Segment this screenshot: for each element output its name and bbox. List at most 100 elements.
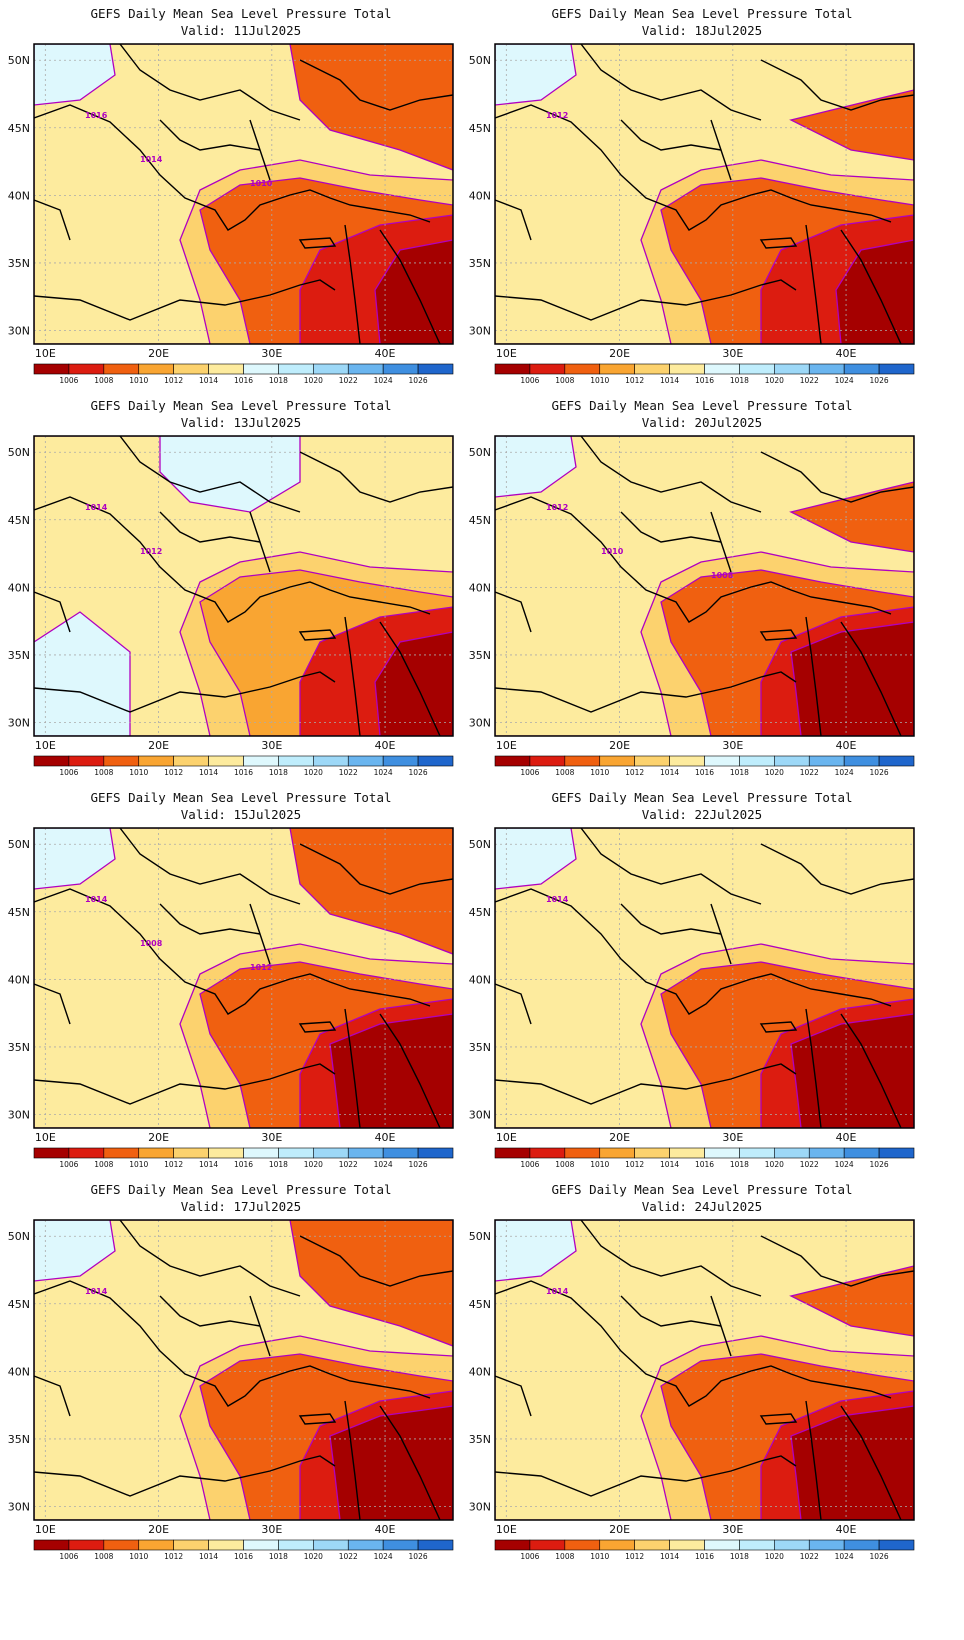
lat-tick-label: 30N [469,1500,491,1513]
colorbar-swatch [739,363,775,375]
colorbar-swatch [774,363,810,375]
colorbar-label: 1020 [304,1160,323,1169]
lat-tick-label: 50N [8,54,30,67]
colorbar-swatch [173,363,209,375]
colorbar-swatch [529,1539,566,1551]
contour-label: 1014 [85,503,108,512]
lat-tick-label: 50N [8,838,30,851]
lon-tick-label: 20E [148,739,169,752]
lon-tick-label: 40E [375,739,396,752]
colorbar-swatch [669,363,705,375]
colorbar-swatch [843,755,880,767]
colorbar-swatch [173,1147,209,1159]
colorbar-label: 1026 [870,376,889,385]
colorbar-swatch [243,1539,279,1551]
colorbar-label: 1026 [409,768,428,777]
colorbar-swatch [669,1539,705,1551]
colorbar-label: 1014 [660,1552,679,1561]
colorbar-swatch [138,363,174,375]
colorbar-swatch [599,755,635,767]
colorbar-swatch [704,1147,740,1159]
colorbar-label: 1014 [660,768,679,777]
lon-tick-label: 30E [261,739,282,752]
colorbar-label: 1008 [555,1552,574,1561]
colorbar-label: 1026 [870,1552,889,1561]
colorbar-label: 1014 [199,1160,218,1169]
colorbar-swatch [843,363,880,375]
colorbar-swatch [313,755,349,767]
colorbar-swatch [33,755,70,767]
panel-title: GEFS Daily Mean Sea Level Pressure Total [551,790,853,805]
lon-tick-label: 10E [35,347,56,360]
lat-tick-label: 30N [8,1500,30,1513]
colorbar-swatch [494,1539,531,1551]
colorbar-swatch [103,1147,140,1159]
lat-tick-label: 40N [469,189,491,202]
colorbar-swatch [669,1147,705,1159]
colorbar-label: 1012 [164,1552,183,1561]
pressure-map: 1014 50N 45N 40N 35N 30N 10E 20E 30E 40E 1006 1008 1… [469,1219,915,1561]
colorbar-swatch [843,1147,880,1159]
lat-tick-label: 40N [469,973,491,986]
lat-tick-label: 45N [8,1298,30,1311]
contour-label: 1014 [546,1287,569,1296]
colorbar-swatch [704,1539,740,1551]
colorbar-swatch [382,363,419,375]
colorbar-swatch [494,755,531,767]
colorbar-label: 1016 [234,1552,253,1561]
lon-tick-label: 40E [836,347,857,360]
colorbar-label: 1014 [660,1160,679,1169]
colorbar-swatch [878,1147,915,1159]
lon-tick-label: 20E [609,739,630,752]
colorbar-swatch [808,1539,845,1551]
colorbar-label: 1018 [730,1160,749,1169]
map-panel: GEFS Daily Mean Sea Level Pressure Total… [461,784,943,1194]
colorbar-label: 1022 [800,1552,819,1561]
colorbar-swatch [634,363,670,375]
colorbar-swatch [774,755,810,767]
colorbar-swatch [208,363,244,375]
map-panel: GEFS Daily Mean Sea Level Pressure Total… [461,0,943,410]
colorbar-swatch [739,755,775,767]
contour-label: 1010 [601,547,624,556]
panel-title: GEFS Daily Mean Sea Level Pressure Total [551,398,853,413]
colorbar-label: 1022 [339,1552,358,1561]
colorbar-swatch [33,363,70,375]
colorbar-swatch [68,1539,105,1551]
lat-tick-label: 40N [8,581,30,594]
lat-tick-label: 40N [8,1365,30,1378]
colorbar-swatch [417,1539,454,1551]
lat-tick-label: 40N [8,189,30,202]
lon-tick-label: 10E [496,739,517,752]
colorbar-label: 1016 [695,768,714,777]
colorbar-label: 1020 [304,768,323,777]
lon-tick-label: 10E [35,1523,56,1536]
colorbar-label: 1008 [94,1552,113,1561]
colorbar-swatch [103,1539,140,1551]
colorbar-swatch [138,1147,174,1159]
colorbar-label: 1010 [590,1552,609,1561]
colorbar-swatch [808,755,845,767]
colorbar-label: 1026 [870,768,889,777]
lat-tick-label: 45N [8,514,30,527]
contour-label: 1012 [250,963,272,972]
lat-tick-label: 40N [8,973,30,986]
colorbar-label: 1012 [164,768,183,777]
lat-tick-label: 50N [469,1230,491,1243]
colorbar-swatch [529,755,566,767]
lat-tick-label: 45N [469,906,491,919]
lon-tick-label: 40E [836,1131,857,1144]
contour-label: 1014 [85,1287,108,1296]
contour-label: 1016 [85,111,108,120]
panel-title: GEFS Daily Mean Sea Level Pressure Total [551,6,853,21]
colorbar-swatch [634,1539,670,1551]
colorbar-label: 1022 [339,376,358,385]
colorbar-label: 1008 [555,768,574,777]
colorbar-label: 1016 [234,768,253,777]
lon-tick-label: 10E [496,1131,517,1144]
colorbar-label: 1022 [339,768,358,777]
colorbar-swatch [33,1147,70,1159]
colorbar-swatch [173,1539,209,1551]
colorbar-swatch [704,755,740,767]
colorbar-label: 1012 [164,1160,183,1169]
